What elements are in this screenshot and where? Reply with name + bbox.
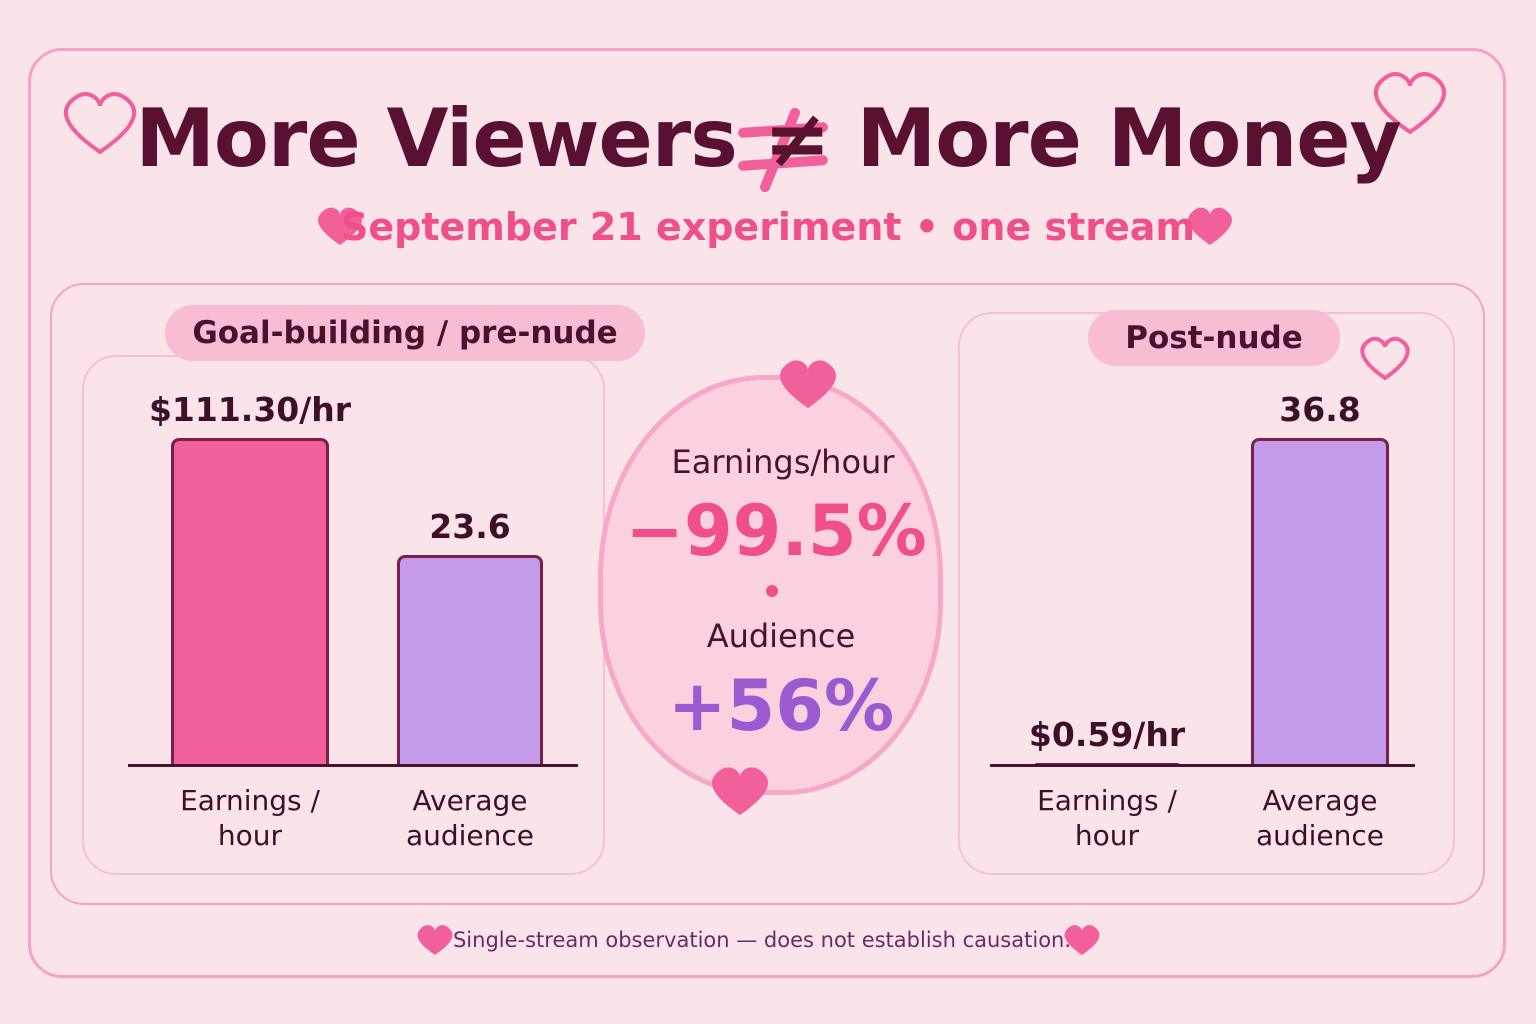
heart-outlines	[64, 72, 1446, 381]
baseline	[990, 764, 1415, 767]
outer-frame	[28, 48, 1506, 978]
category-label: Average audience	[405, 784, 535, 852]
callout-value: −99.5%	[625, 490, 927, 572]
footnote: Single-stream observation — does not est…	[452, 928, 1072, 952]
callout-value: +56%	[667, 665, 895, 747]
value-label: $111.30/hr	[148, 390, 352, 429]
bar	[1251, 438, 1389, 765]
bar	[397, 555, 543, 765]
category-label: Earnings / hour	[180, 784, 320, 852]
content-frame	[50, 283, 1485, 905]
baseline	[128, 764, 578, 767]
subtitle: September 21 experiment • one stream	[341, 205, 1195, 249]
callout-dot	[766, 585, 778, 597]
callout-label: Earnings/hour	[671, 443, 895, 481]
value-label: 23.6	[429, 507, 511, 547]
category-label: Average audience	[1255, 784, 1385, 852]
hearts	[318, 207, 1232, 955]
title: More Viewers ≠ More Money	[135, 92, 1401, 185]
bar	[171, 438, 329, 765]
callout-label: Audience	[706, 617, 856, 655]
category-label: Earnings / hour	[1037, 784, 1177, 852]
value-label: $0.59/hr	[1028, 715, 1186, 755]
chart-title: Post-nude	[1088, 310, 1340, 366]
value-label: 36.8	[1279, 390, 1361, 429]
chart-title: Goal-building / pre-nude	[165, 305, 645, 361]
